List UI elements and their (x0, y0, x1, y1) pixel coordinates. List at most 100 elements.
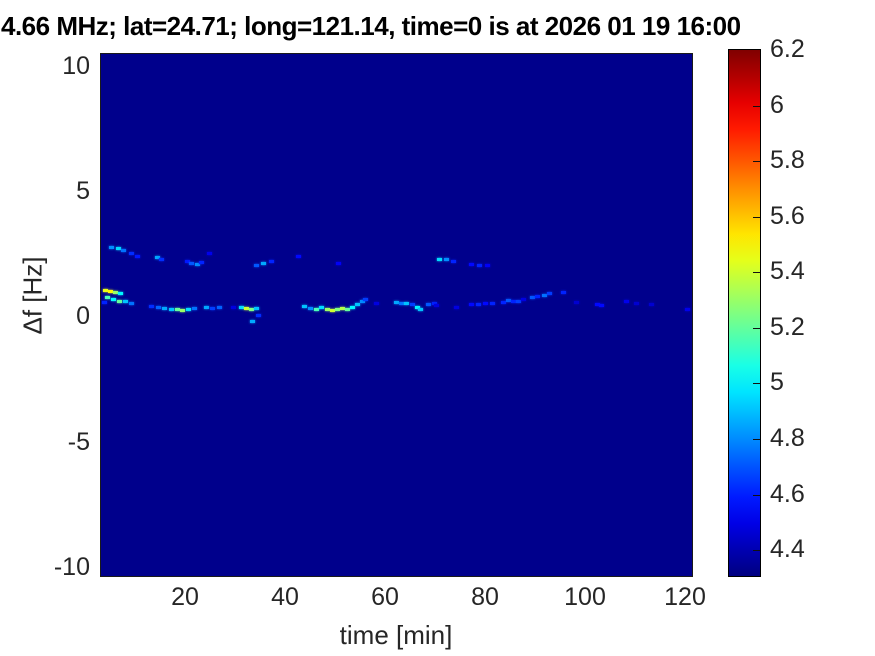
data-point (161, 306, 167, 310)
data-point (194, 262, 200, 266)
data-point (534, 294, 540, 298)
y-tick-label: 10 (62, 51, 90, 80)
data-point (335, 261, 341, 265)
data-point (128, 301, 134, 305)
data-point (417, 307, 423, 311)
data-point (198, 260, 204, 264)
data-point (393, 300, 399, 304)
data-point (633, 301, 639, 305)
data-point (188, 261, 194, 265)
plot-area (100, 53, 693, 577)
colorbar-tickmark (753, 327, 760, 329)
data-point (155, 305, 161, 309)
data-point (268, 259, 274, 263)
colorbar-tickmark (753, 272, 760, 274)
colorbar-tickmark (753, 383, 760, 385)
data-point (573, 300, 579, 304)
colorbar-tick-label: 5.4 (770, 257, 805, 286)
colorbar-tickmark (753, 161, 760, 163)
data-point (500, 300, 506, 304)
x-tick-label: 60 (371, 583, 399, 611)
colorbar-tick-label: 5.6 (770, 201, 805, 230)
colorbar-tickmark (753, 105, 760, 107)
x-axis-label: time [min] (339, 620, 453, 650)
data-point (174, 307, 180, 311)
data-point (403, 301, 409, 305)
data-point (209, 306, 215, 310)
data-point (329, 308, 335, 312)
data-point (216, 305, 222, 309)
data-point (179, 308, 185, 312)
data-point (110, 297, 116, 301)
colorbar-tick-label: 5 (770, 368, 784, 397)
data-point (484, 263, 490, 267)
y-tick-label: 5 (76, 176, 90, 205)
data-point (253, 306, 259, 310)
data-point (148, 304, 154, 308)
data-point (301, 304, 307, 308)
data-point (120, 248, 126, 252)
data-point (231, 306, 236, 310)
x-tick-label: 120 (664, 583, 706, 611)
data-point (249, 319, 255, 323)
data-point (468, 262, 474, 266)
data-point (112, 290, 118, 294)
data-point (191, 306, 197, 310)
data-point (313, 307, 319, 311)
data-point (431, 301, 437, 305)
data-point (339, 306, 345, 310)
data-point (168, 307, 174, 311)
data-point (510, 299, 516, 303)
x-tick-label: 100 (564, 583, 606, 611)
colorbar-tick-label: 4.4 (770, 535, 805, 564)
data-point (318, 305, 324, 309)
data-point (359, 299, 365, 303)
data-point (546, 291, 552, 295)
data-point (243, 306, 249, 310)
data-point (102, 288, 108, 292)
data-point (334, 307, 340, 311)
data-point (468, 302, 474, 306)
data-point (482, 301, 488, 305)
data-point (128, 251, 134, 255)
data-point (443, 257, 449, 261)
data-point (362, 297, 368, 301)
colorbar-tick-label: 5.8 (770, 146, 805, 175)
data-point (453, 305, 459, 309)
data-point (489, 301, 495, 305)
data-point (260, 261, 266, 265)
data-point (295, 254, 301, 258)
data-point (521, 298, 526, 302)
data-point (398, 301, 404, 305)
y-tick-label: 0 (76, 302, 90, 331)
data-point (238, 305, 244, 309)
colorbar-tick-label: 6.2 (770, 35, 805, 63)
colorbar-tickmark (753, 439, 760, 441)
x-tick-label: 20 (171, 583, 199, 611)
data-point (684, 307, 690, 311)
data-point (108, 245, 114, 249)
data-point (436, 257, 442, 261)
data-point (117, 291, 123, 295)
data-point (248, 307, 254, 311)
data-point (184, 259, 190, 263)
data-point (116, 299, 122, 303)
data-point (354, 302, 360, 306)
data-point (134, 254, 140, 258)
x-tick-label: 40 (271, 583, 299, 611)
colorbar (728, 49, 761, 577)
data-point (203, 305, 209, 309)
data-point (450, 259, 456, 263)
data-point (515, 299, 521, 303)
data-point (158, 257, 164, 261)
y-tick-label: -10 (53, 552, 90, 581)
data-point (104, 295, 110, 299)
data-point (505, 298, 511, 302)
colorbar-tickmark (753, 494, 760, 496)
data-point (115, 246, 121, 250)
plot-title: 4.66 MHz; lat=24.71; long=121.14, time=0… (1, 11, 741, 41)
data-point (255, 313, 261, 317)
data-point (476, 263, 482, 267)
data-point (409, 302, 415, 306)
